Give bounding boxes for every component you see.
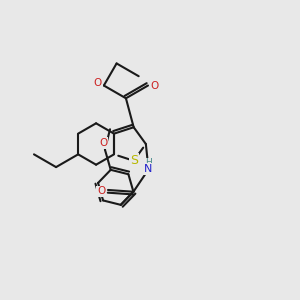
- Text: O: O: [151, 80, 159, 91]
- Text: O: O: [94, 78, 102, 88]
- Text: H: H: [145, 158, 152, 167]
- Text: O: O: [97, 187, 106, 196]
- Text: O: O: [99, 138, 107, 148]
- Text: S: S: [130, 154, 138, 167]
- Text: N: N: [144, 164, 153, 174]
